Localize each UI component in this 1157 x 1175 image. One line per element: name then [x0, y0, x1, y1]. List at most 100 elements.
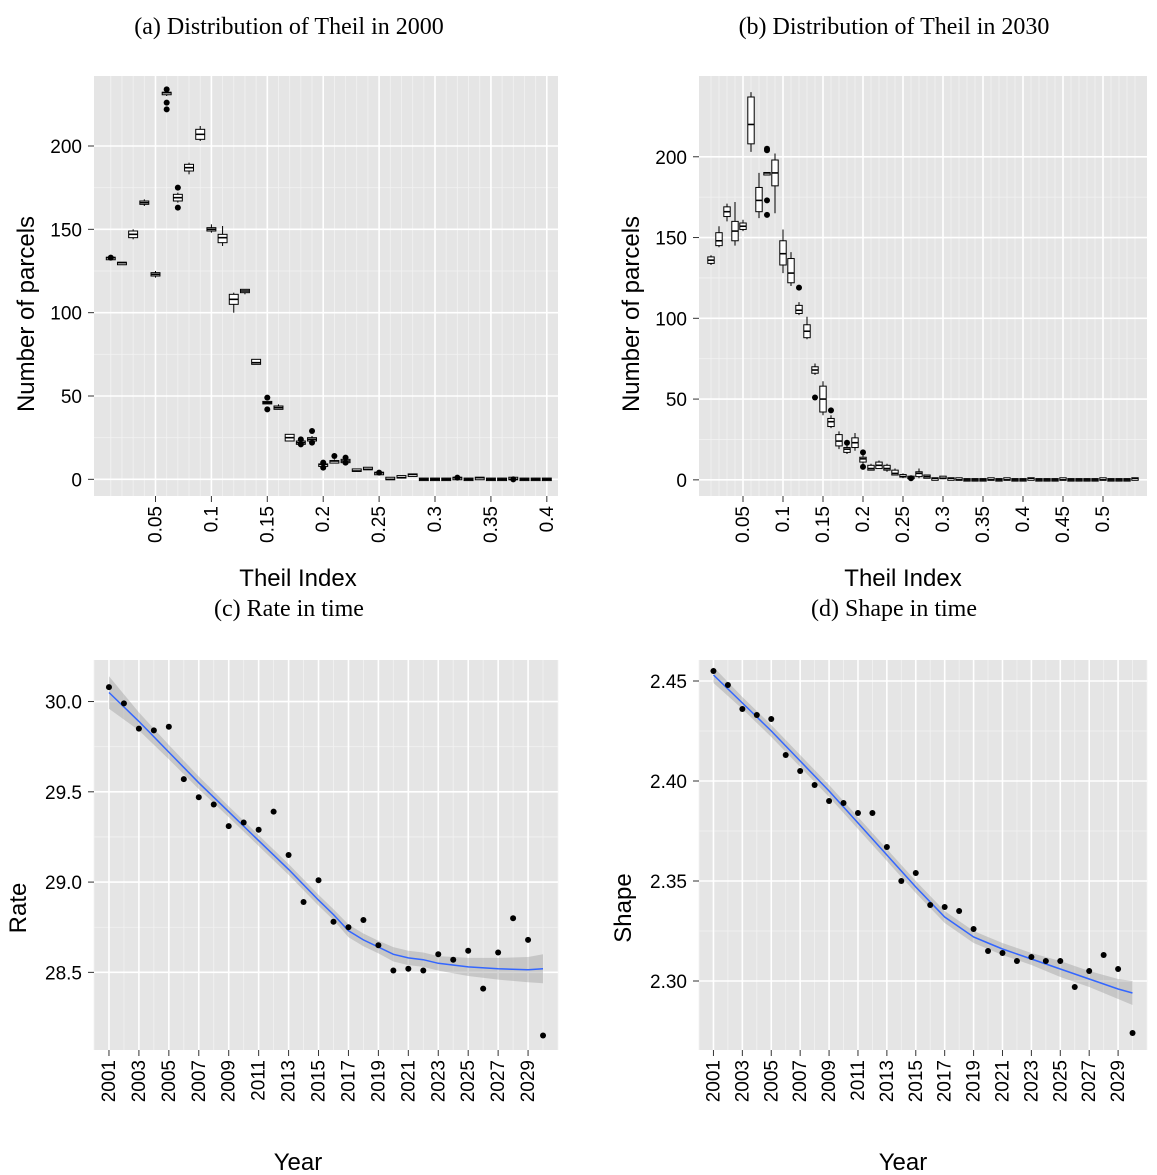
- x-tick-label: 2023: [1021, 1060, 1042, 1102]
- box: [1059, 477, 1067, 481]
- box: [128, 229, 139, 240]
- data-point: [540, 1032, 547, 1039]
- box: [329, 453, 340, 464]
- panel-b-xlabel: Theil Index: [844, 565, 961, 592]
- x-tick-label: 0.05: [733, 506, 754, 543]
- data-point: [210, 801, 217, 808]
- box: [172, 184, 183, 211]
- box: [987, 477, 995, 481]
- box: [519, 477, 530, 482]
- x-tick-label: 0.5: [1093, 506, 1114, 532]
- x-tick-label: 2013: [279, 1060, 300, 1102]
- x-tick-label: 2011: [848, 1060, 869, 1101]
- y-tick-label: 50: [61, 387, 82, 408]
- outlier-point: [320, 464, 327, 471]
- y-tick-label: 30.0: [45, 693, 82, 714]
- box: [707, 255, 715, 265]
- box: [715, 226, 723, 248]
- data-point: [927, 902, 934, 908]
- y-tick-label: 28.5: [45, 963, 82, 984]
- box: [195, 126, 206, 141]
- box: [530, 477, 541, 482]
- panel-d-plot: 2001 2003 2005 2007 2009 2011 2013 2015 2017 2019…: [650, 660, 1148, 1102]
- panel-a-plot: 0.05 0.1 0.15 0.2 0.25 0.3 0.35 0.4 0 50 100 150 200: [50, 76, 558, 543]
- x-tick-label: 0.4: [1013, 506, 1034, 533]
- data-point: [495, 949, 502, 956]
- box-body: [747, 96, 755, 145]
- outlier-point: [342, 454, 349, 461]
- box: [995, 478, 1003, 482]
- y-tick-label: 200: [655, 148, 687, 169]
- box: [362, 466, 373, 471]
- outlier-point: [764, 147, 770, 154]
- box: [939, 475, 947, 480]
- panel-c-title: (c) Rate in time: [214, 596, 364, 622]
- box: [1083, 478, 1091, 482]
- x-tick-label: 2029: [518, 1060, 539, 1102]
- data-point: [1071, 984, 1078, 990]
- data-point: [1013, 958, 1020, 964]
- x-tick-label: 0.1: [773, 506, 794, 532]
- box: [787, 252, 795, 286]
- data-point: [941, 904, 948, 910]
- x-tick-label: 0.1: [201, 506, 222, 532]
- panel-b-ylabel: Number of parcels: [618, 216, 645, 412]
- data-point: [450, 956, 457, 963]
- box: [161, 86, 172, 113]
- data-point: [956, 908, 963, 914]
- box: [883, 463, 891, 472]
- plot-background: [94, 76, 558, 496]
- x-tick-label: 2007: [189, 1060, 210, 1102]
- box: [1115, 478, 1123, 482]
- data-point: [840, 800, 847, 806]
- outlier-point: [297, 441, 304, 448]
- x-tick-label: 2029: [1108, 1060, 1129, 1102]
- x-tick-label: 2005: [761, 1060, 782, 1102]
- box: [763, 145, 771, 218]
- x-tick-label: 2025: [458, 1060, 479, 1102]
- panel-c-plot: 2001 2003 2005 2007 2009 2011 2013 2015 2017 2019…: [45, 660, 559, 1102]
- box-body: [883, 464, 891, 471]
- x-tick-label: 0.15: [813, 506, 834, 543]
- box: [284, 433, 295, 442]
- box-body: [867, 464, 875, 471]
- panel-b-title: (b) Distribution of Theil in 2030: [739, 14, 1050, 40]
- box: [351, 468, 362, 472]
- outlier-point: [174, 204, 181, 211]
- outlier-point: [908, 475, 914, 482]
- x-tick-label: 2021: [398, 1060, 419, 1102]
- box: [485, 477, 496, 482]
- box-body: [787, 258, 795, 284]
- data-point: [1057, 958, 1064, 964]
- data-point: [999, 950, 1006, 956]
- data-point: [120, 700, 127, 707]
- box: [396, 475, 407, 479]
- x-tick-label: 0.3: [425, 506, 446, 532]
- box: [541, 477, 552, 482]
- box: [827, 407, 835, 429]
- data-point: [180, 776, 187, 783]
- box: [1003, 477, 1011, 481]
- x-tick-label: 2003: [129, 1060, 150, 1102]
- data-point: [195, 794, 202, 801]
- panel-a-xlabel: Theil Index: [239, 565, 356, 592]
- box: [407, 473, 418, 477]
- x-tick-label: 0.45: [1053, 506, 1074, 543]
- box: [1075, 478, 1083, 482]
- box-body: [217, 233, 228, 244]
- box: [497, 477, 508, 482]
- y-tick-label: 100: [50, 304, 82, 325]
- outlier-point: [342, 459, 349, 466]
- box-body: [859, 456, 867, 463]
- panel-d-title: (d) Shape in time: [811, 596, 977, 622]
- data-point: [105, 684, 112, 691]
- y-tick-label: 0: [71, 470, 82, 491]
- x-tick-label: 2015: [906, 1060, 927, 1102]
- data-point: [375, 942, 382, 949]
- x-tick-label: 0.35: [973, 506, 994, 543]
- box: [875, 460, 883, 470]
- y-tick-label: 150: [655, 229, 687, 250]
- data-point: [782, 752, 789, 758]
- x-tick-label: 2001: [99, 1060, 120, 1102]
